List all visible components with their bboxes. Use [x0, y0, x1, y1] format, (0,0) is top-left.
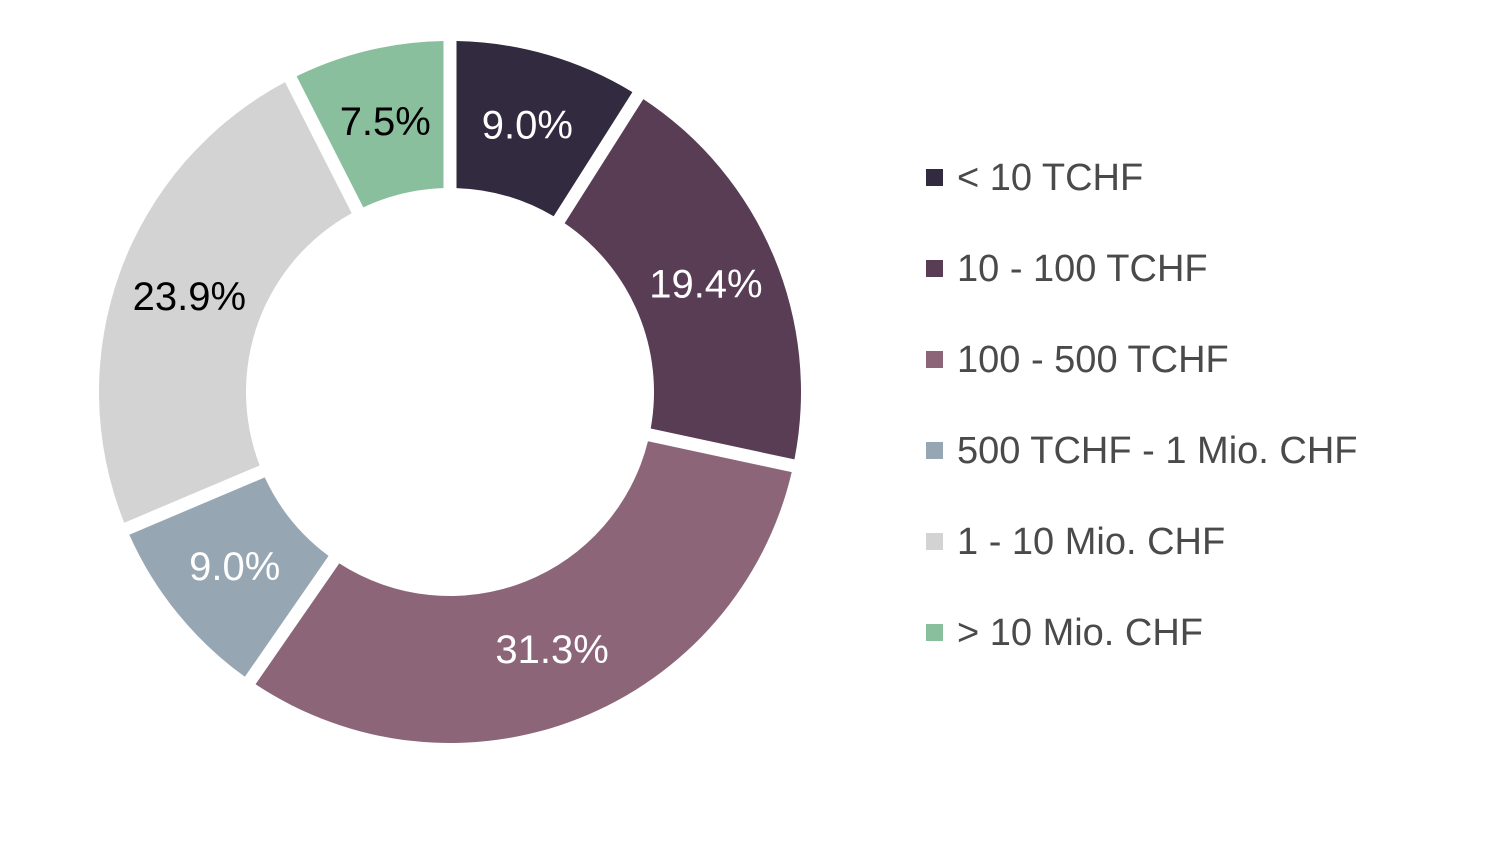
slice-100-500-tchf [255, 441, 792, 743]
legend-label: 10 - 100 TCHF [957, 247, 1208, 290]
legend-label: < 10 TCHF [957, 156, 1144, 199]
legend-swatch [926, 442, 943, 459]
slice-10-mio-chf [296, 41, 444, 208]
data-label-1-10-mio-chf: 23.9% [133, 275, 246, 319]
legend-label: 500 TCHF - 1 Mio. CHF [957, 429, 1358, 472]
legend-label: 100 - 500 TCHF [957, 338, 1229, 381]
legend-label: 1 - 10 Mio. CHF [957, 520, 1226, 563]
legend-swatch [926, 260, 943, 277]
data-label-10-100-tchf: 19.4% [649, 263, 762, 307]
legend-swatch [926, 351, 943, 368]
slice-10-100-tchf [564, 99, 801, 460]
slice-500-tchf-1-mio-chf [129, 477, 329, 677]
slice-1-10-mio-chf [99, 82, 352, 523]
chart-legend: < 10 TCHF 10 - 100 TCHF 100 - 500 TCHF 500 … [926, 132, 1357, 678]
data-label-100-500-tchf: 31.3% [495, 628, 608, 672]
legend-swatch [926, 169, 943, 186]
legend-item-10-tchf: < 10 TCHF [926, 132, 1357, 223]
legend-item-10-mio-chf: > 10 Mio. CHF [926, 587, 1357, 678]
legend-swatch [926, 624, 943, 641]
legend-item-100-500-tchf: 100 - 500 TCHF [926, 314, 1357, 405]
legend-item-500-tchf-1-mio-chf: 500 TCHF - 1 Mio. CHF [926, 405, 1357, 496]
data-label-10-tchf: 9.0% [482, 103, 573, 147]
slice-10-tchf [456, 41, 633, 217]
legend-swatch [926, 533, 943, 550]
data-label-500-tchf-1-mio-chf: 9.0% [189, 545, 280, 589]
legend-item-1-10-mio-chf: 1 - 10 Mio. CHF [926, 496, 1357, 587]
data-label-10-mio-chf: 7.5% [340, 100, 431, 144]
legend-item-10-100-tchf: 10 - 100 TCHF [926, 223, 1357, 314]
legend-label: > 10 Mio. CHF [957, 611, 1204, 654]
